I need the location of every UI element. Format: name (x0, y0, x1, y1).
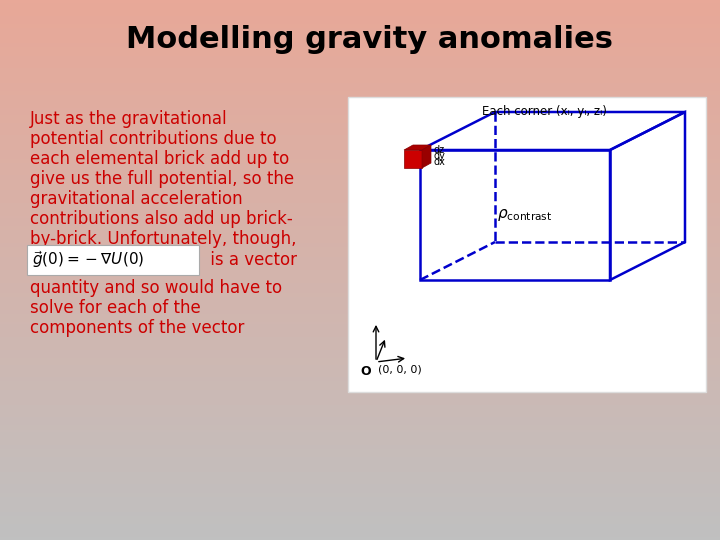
Text: $\vec{g}(0) = -\nabla U(0)$: $\vec{g}(0) = -\nabla U(0)$ (32, 249, 144, 271)
Text: each elemental brick add up to: each elemental brick add up to (30, 150, 289, 168)
Text: dz: dz (433, 145, 444, 155)
Text: Just as the gravitational: Just as the gravitational (30, 110, 228, 128)
Text: potential contributions due to: potential contributions due to (30, 130, 276, 148)
Text: dy: dy (433, 151, 445, 161)
Polygon shape (422, 145, 431, 168)
Text: components of the vector: components of the vector (30, 319, 244, 337)
Text: by-brick. Unfortunately, though,: by-brick. Unfortunately, though, (30, 230, 297, 248)
Text: is a vector: is a vector (205, 251, 297, 269)
Bar (348, 97, 706, 392)
Text: (0, 0, 0): (0, 0, 0) (378, 365, 422, 375)
Text: $\rho_{\rm contrast}$: $\rho_{\rm contrast}$ (497, 207, 552, 223)
Text: Each corner (xᵢ, yᵢ, zᵢ): Each corner (xᵢ, yᵢ, zᵢ) (482, 105, 608, 118)
Text: gravitational acceleration: gravitational acceleration (30, 190, 243, 208)
Text: quantity and so would have to: quantity and so would have to (30, 279, 282, 297)
Text: O: O (361, 365, 371, 378)
Text: Modelling gravity anomalies: Modelling gravity anomalies (127, 25, 613, 55)
Text: dx: dx (433, 157, 445, 167)
Text: contributions also add up brick-: contributions also add up brick- (30, 210, 293, 228)
Text: give us the full potential, so the: give us the full potential, so the (30, 170, 294, 188)
Text: solve for each of the: solve for each of the (30, 299, 201, 317)
Polygon shape (404, 145, 431, 150)
Polygon shape (404, 150, 422, 168)
FancyBboxPatch shape (27, 245, 199, 275)
